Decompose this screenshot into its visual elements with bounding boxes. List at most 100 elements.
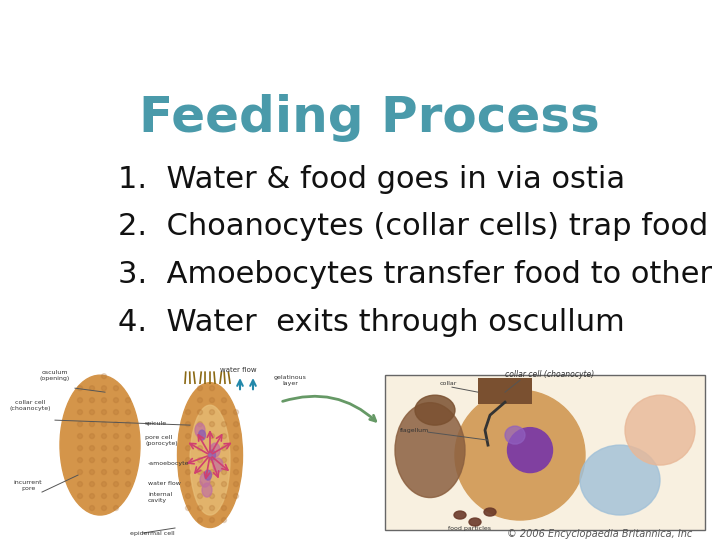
Circle shape xyxy=(89,494,94,498)
Circle shape xyxy=(102,422,107,427)
Ellipse shape xyxy=(484,508,496,516)
Circle shape xyxy=(78,397,83,403)
Circle shape xyxy=(186,494,191,498)
Circle shape xyxy=(210,470,215,475)
Ellipse shape xyxy=(454,511,466,519)
Circle shape xyxy=(222,494,227,498)
Circle shape xyxy=(102,446,107,450)
Ellipse shape xyxy=(202,483,212,497)
Circle shape xyxy=(233,470,238,475)
Circle shape xyxy=(78,457,83,463)
Circle shape xyxy=(233,410,238,415)
Ellipse shape xyxy=(200,473,210,487)
Text: Feeding Process: Feeding Process xyxy=(139,94,599,142)
Circle shape xyxy=(89,386,94,390)
Circle shape xyxy=(78,422,83,427)
Circle shape xyxy=(102,494,107,498)
Circle shape xyxy=(210,482,215,487)
Text: 3.  Amoebocytes transfer food to other cells: 3. Amoebocytes transfer food to other ce… xyxy=(118,260,720,289)
Circle shape xyxy=(186,410,191,415)
Circle shape xyxy=(102,505,107,510)
Text: 2.  Choanocytes (collar cells) trap food: 2. Choanocytes (collar cells) trap food xyxy=(118,212,708,241)
Circle shape xyxy=(210,410,215,415)
Text: collar: collar xyxy=(440,381,457,386)
Ellipse shape xyxy=(625,395,695,465)
Circle shape xyxy=(233,457,238,463)
Circle shape xyxy=(89,470,94,475)
Circle shape xyxy=(102,374,107,379)
Circle shape xyxy=(197,410,202,415)
Circle shape xyxy=(102,397,107,403)
Circle shape xyxy=(102,470,107,475)
Circle shape xyxy=(114,446,119,450)
Circle shape xyxy=(125,482,130,487)
Ellipse shape xyxy=(209,450,215,460)
Circle shape xyxy=(78,494,83,498)
Circle shape xyxy=(114,386,119,390)
Circle shape xyxy=(210,446,215,450)
Circle shape xyxy=(210,434,215,438)
Text: 4.  Water  exits through oscullum: 4. Water exits through oscullum xyxy=(118,308,625,337)
Circle shape xyxy=(222,397,227,403)
Circle shape xyxy=(125,397,130,403)
Circle shape xyxy=(222,517,227,523)
Circle shape xyxy=(222,470,227,475)
Circle shape xyxy=(222,422,227,427)
Circle shape xyxy=(197,494,202,498)
Circle shape xyxy=(197,446,202,450)
Circle shape xyxy=(102,434,107,438)
Circle shape xyxy=(125,434,130,438)
Text: food particles: food particles xyxy=(449,526,492,531)
Circle shape xyxy=(186,446,191,450)
Circle shape xyxy=(222,457,227,463)
Circle shape xyxy=(222,482,227,487)
Circle shape xyxy=(89,457,94,463)
Circle shape xyxy=(210,422,215,427)
Circle shape xyxy=(233,494,238,498)
Ellipse shape xyxy=(455,390,585,520)
Circle shape xyxy=(125,457,130,463)
Ellipse shape xyxy=(508,428,552,472)
Circle shape xyxy=(197,505,202,510)
Circle shape xyxy=(78,434,83,438)
Circle shape xyxy=(186,505,191,510)
Circle shape xyxy=(186,422,191,427)
Circle shape xyxy=(125,422,130,427)
Text: gelatinous
layer: gelatinous layer xyxy=(274,375,307,386)
Text: © 2006 Encyclopaedia Britannica, Inc: © 2006 Encyclopaedia Britannica, Inc xyxy=(508,529,693,539)
Circle shape xyxy=(89,446,94,450)
Circle shape xyxy=(78,410,83,415)
Ellipse shape xyxy=(415,395,455,425)
Circle shape xyxy=(89,410,94,415)
Circle shape xyxy=(114,397,119,403)
Ellipse shape xyxy=(395,403,465,497)
Ellipse shape xyxy=(190,405,230,515)
Text: collar cell (choanocyte): collar cell (choanocyte) xyxy=(505,370,595,379)
Circle shape xyxy=(197,386,202,390)
Circle shape xyxy=(222,446,227,450)
Ellipse shape xyxy=(213,458,223,472)
Circle shape xyxy=(186,434,191,438)
FancyBboxPatch shape xyxy=(478,378,532,404)
Circle shape xyxy=(233,446,238,450)
Circle shape xyxy=(197,470,202,475)
Circle shape xyxy=(197,482,202,487)
Circle shape xyxy=(114,434,119,438)
Circle shape xyxy=(197,434,202,438)
Circle shape xyxy=(78,386,83,390)
Circle shape xyxy=(233,482,238,487)
Circle shape xyxy=(186,470,191,475)
Circle shape xyxy=(210,494,215,498)
Circle shape xyxy=(89,397,94,403)
Circle shape xyxy=(114,422,119,427)
Circle shape xyxy=(125,470,130,475)
Circle shape xyxy=(210,397,215,403)
Circle shape xyxy=(102,410,107,415)
Text: spicule: spicule xyxy=(145,421,167,426)
Text: water flow: water flow xyxy=(148,481,181,486)
Ellipse shape xyxy=(505,426,525,444)
Circle shape xyxy=(102,457,107,463)
Text: pore cell
(porocyte): pore cell (porocyte) xyxy=(145,435,178,446)
Circle shape xyxy=(197,422,202,427)
Circle shape xyxy=(186,457,191,463)
